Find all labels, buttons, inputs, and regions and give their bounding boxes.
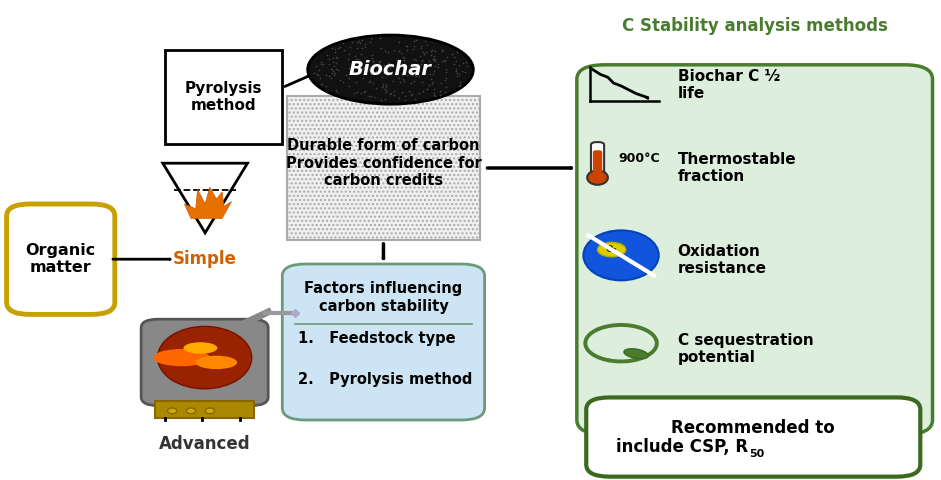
Text: 2.   Pyrolysis method: 2. Pyrolysis method	[298, 372, 472, 387]
Text: Recommended to: Recommended to	[671, 419, 836, 437]
Text: Oxidation
resistance: Oxidation resistance	[678, 244, 767, 276]
Text: Biochar: Biochar	[349, 60, 432, 79]
Ellipse shape	[587, 170, 608, 185]
Text: Durable form of carbon
Provides confidence for
carbon credits: Durable form of carbon Provides confiden…	[285, 138, 482, 188]
Polygon shape	[163, 163, 247, 233]
Text: Pyrolysis
method: Pyrolysis method	[184, 81, 263, 113]
Ellipse shape	[196, 356, 237, 369]
FancyBboxPatch shape	[165, 50, 282, 144]
Ellipse shape	[186, 408, 196, 414]
Ellipse shape	[153, 349, 210, 366]
FancyBboxPatch shape	[141, 319, 268, 406]
Ellipse shape	[205, 408, 215, 414]
FancyBboxPatch shape	[586, 397, 920, 477]
Text: Biochar C ½
life: Biochar C ½ life	[678, 69, 780, 101]
Text: C Stability analysis methods: C Stability analysis methods	[622, 17, 887, 36]
FancyBboxPatch shape	[287, 96, 480, 240]
FancyBboxPatch shape	[591, 142, 604, 174]
FancyBboxPatch shape	[7, 204, 115, 314]
Ellipse shape	[598, 242, 626, 257]
Ellipse shape	[183, 342, 217, 354]
Text: Advanced: Advanced	[159, 435, 251, 453]
Text: 50: 50	[749, 449, 765, 459]
FancyBboxPatch shape	[282, 264, 485, 420]
Text: include CSP, R: include CSP, R	[616, 438, 748, 456]
Text: 900°C: 900°C	[618, 152, 660, 165]
Ellipse shape	[624, 349, 648, 359]
Polygon shape	[184, 187, 231, 218]
Text: Factors influencing
carbon stability: Factors influencing carbon stability	[304, 281, 463, 314]
FancyBboxPatch shape	[155, 401, 254, 418]
Ellipse shape	[583, 230, 659, 280]
Text: O₂: O₂	[606, 245, 617, 253]
FancyBboxPatch shape	[577, 65, 933, 434]
Text: C sequestration
potential: C sequestration potential	[678, 333, 813, 365]
Ellipse shape	[308, 35, 473, 104]
Text: Simple: Simple	[173, 250, 237, 268]
Text: 1.   Feedstock type: 1. Feedstock type	[298, 331, 456, 346]
Text: Thermostable
fraction: Thermostable fraction	[678, 152, 796, 184]
Ellipse shape	[167, 408, 177, 414]
FancyBboxPatch shape	[593, 150, 602, 174]
Text: Organic
matter: Organic matter	[25, 243, 96, 276]
Ellipse shape	[157, 326, 251, 389]
